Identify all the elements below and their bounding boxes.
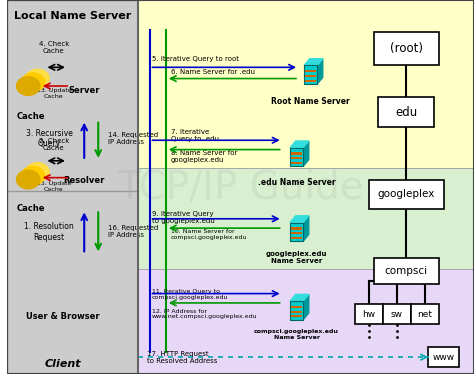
- FancyBboxPatch shape: [138, 0, 474, 168]
- Text: Local Name Server: Local Name Server: [14, 11, 131, 21]
- Text: (root): (root): [390, 42, 423, 55]
- Text: sw: sw: [391, 310, 403, 319]
- FancyBboxPatch shape: [305, 80, 316, 82]
- Text: 3. Recursive
Query: 3. Recursive Query: [26, 129, 73, 148]
- Circle shape: [26, 69, 49, 88]
- Text: Root Name Server: Root Name Server: [271, 97, 350, 106]
- Text: 5. Iterative Query to root: 5. Iterative Query to root: [152, 56, 239, 62]
- Polygon shape: [317, 59, 323, 84]
- Text: 16. Requested
IP Address: 16. Requested IP Address: [108, 226, 158, 238]
- Text: 17. HTTP Request
to Resolved Address: 17. HTTP Request to Resolved Address: [147, 351, 218, 364]
- Text: googleplex: googleplex: [378, 190, 435, 199]
- Text: 4. Check
Cache: 4. Check Cache: [39, 41, 69, 54]
- Text: 9. Iterative Query
to googleplex.edu: 9. Iterative Query to googleplex.edu: [152, 211, 215, 224]
- FancyBboxPatch shape: [355, 304, 383, 325]
- FancyBboxPatch shape: [411, 304, 439, 325]
- Text: Cache: Cache: [16, 112, 45, 121]
- FancyBboxPatch shape: [290, 301, 303, 320]
- Text: Client: Client: [45, 359, 82, 369]
- Text: googleplex.edu
Name Server: googleplex.edu Name Server: [266, 251, 328, 264]
- FancyBboxPatch shape: [291, 157, 302, 159]
- FancyBboxPatch shape: [304, 65, 317, 84]
- Circle shape: [26, 163, 49, 181]
- Text: 11. Iterative Query to
compsci.googleplex.edu: 11. Iterative Query to compsci.googleple…: [152, 289, 228, 300]
- Text: 8. Name Server for
googleplex.edu: 8. Name Server for googleplex.edu: [171, 150, 237, 163]
- Text: Resolver: Resolver: [64, 176, 105, 185]
- Text: compsci.googleplex.edu
Name Server: compsci.googleplex.edu Name Server: [254, 329, 339, 340]
- FancyBboxPatch shape: [7, 0, 138, 374]
- Polygon shape: [290, 216, 309, 223]
- FancyBboxPatch shape: [374, 258, 439, 284]
- Text: hw: hw: [363, 310, 375, 319]
- Polygon shape: [303, 216, 309, 241]
- FancyBboxPatch shape: [428, 347, 459, 367]
- FancyBboxPatch shape: [290, 223, 303, 241]
- FancyBboxPatch shape: [291, 227, 302, 230]
- FancyBboxPatch shape: [383, 304, 411, 325]
- FancyBboxPatch shape: [291, 162, 302, 164]
- FancyBboxPatch shape: [378, 97, 434, 127]
- Text: 7. Iterative
Query to .edu: 7. Iterative Query to .edu: [171, 129, 219, 142]
- FancyBboxPatch shape: [374, 32, 439, 65]
- Polygon shape: [304, 59, 323, 65]
- Polygon shape: [290, 294, 309, 301]
- Text: 12. IP Address for
www.net.compsci.googleplex.edu: 12. IP Address for www.net.compsci.googl…: [152, 309, 257, 319]
- FancyBboxPatch shape: [138, 269, 474, 374]
- Circle shape: [21, 166, 45, 185]
- Text: Server: Server: [68, 86, 100, 95]
- Text: www: www: [433, 353, 455, 362]
- Text: Cache: Cache: [16, 204, 45, 213]
- FancyBboxPatch shape: [291, 237, 302, 239]
- Text: 14. Requested
IP Address: 14. Requested IP Address: [108, 132, 158, 145]
- FancyBboxPatch shape: [290, 148, 303, 166]
- FancyBboxPatch shape: [291, 153, 302, 155]
- FancyBboxPatch shape: [291, 315, 302, 318]
- Text: TCP/IP Guide: TCP/IP Guide: [117, 168, 364, 206]
- Circle shape: [21, 73, 45, 92]
- Text: 10. Name Server for
compsci.googleplex.edu: 10. Name Server for compsci.googleplex.e…: [171, 229, 247, 240]
- Text: 6. Name Server for .edu: 6. Name Server for .edu: [171, 69, 255, 75]
- Text: .edu Name Server: .edu Name Server: [258, 178, 336, 187]
- Text: 2. Check
Cache: 2. Check Cache: [39, 138, 69, 151]
- FancyBboxPatch shape: [305, 75, 316, 77]
- Text: compsci: compsci: [385, 266, 428, 276]
- Text: edu: edu: [395, 106, 418, 119]
- Text: User & Browser: User & Browser: [27, 312, 100, 321]
- Polygon shape: [303, 294, 309, 320]
- FancyBboxPatch shape: [291, 306, 302, 308]
- FancyBboxPatch shape: [369, 180, 444, 209]
- Text: 1. Resolution
Request: 1. Resolution Request: [24, 222, 74, 242]
- Polygon shape: [303, 141, 309, 166]
- Text: net: net: [418, 310, 432, 319]
- Text: 15. Update
Cache: 15. Update Cache: [36, 181, 71, 192]
- FancyBboxPatch shape: [291, 310, 302, 313]
- Circle shape: [17, 170, 40, 189]
- Polygon shape: [290, 141, 309, 148]
- FancyBboxPatch shape: [291, 232, 302, 234]
- Circle shape: [17, 77, 40, 95]
- FancyBboxPatch shape: [305, 70, 316, 73]
- FancyBboxPatch shape: [138, 168, 474, 269]
- Text: 13. Update
Cache: 13. Update Cache: [36, 88, 71, 99]
